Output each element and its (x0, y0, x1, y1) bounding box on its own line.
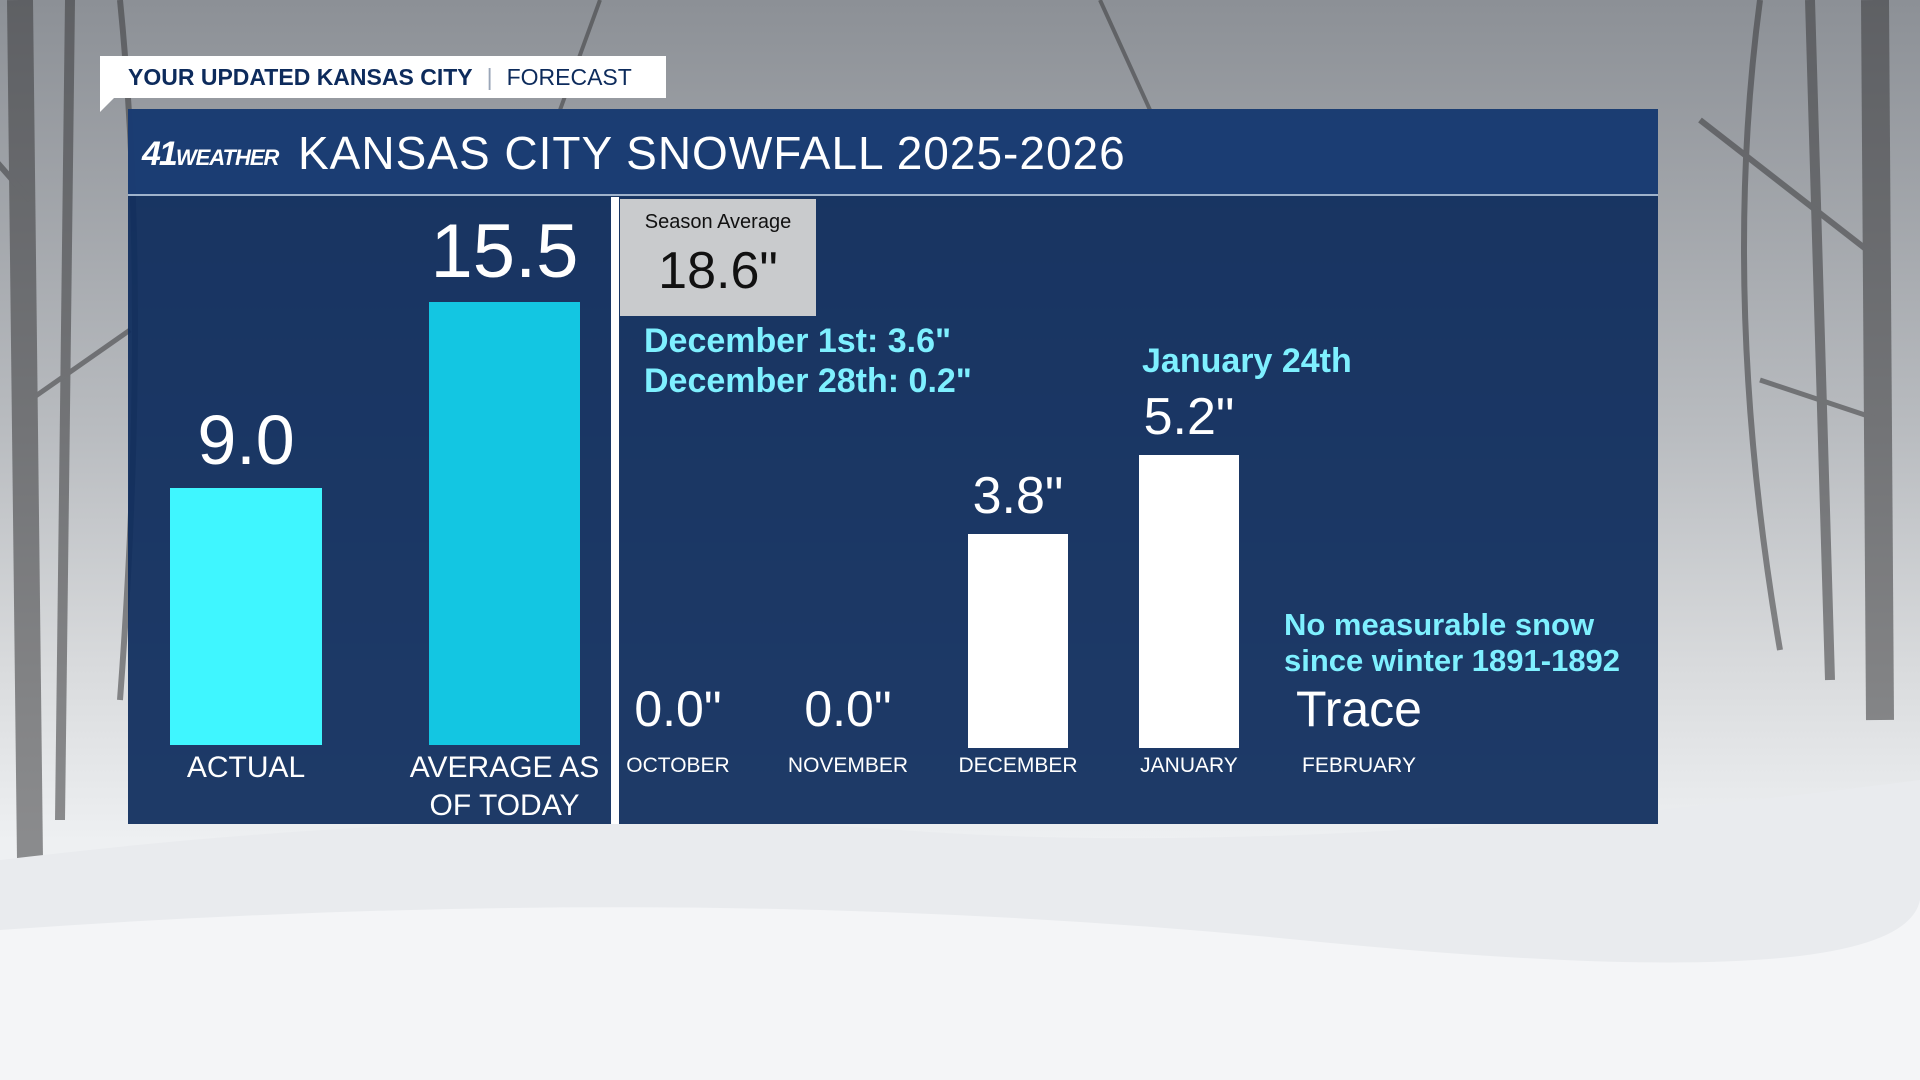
category-label-february: FEBRUARY (1302, 754, 1416, 777)
value-label-average: 15.5 (430, 209, 579, 294)
february-annotation: No measurable snow since winter 1891-189… (1284, 607, 1620, 679)
snowfall-chart-panel: 41WEATHER KANSAS CITY SNOWFALL 2025-2026… (128, 109, 1658, 824)
value-label-february: Trace (1296, 681, 1422, 737)
logo-word: WEATHER (175, 145, 280, 170)
december-note-line-1: December 1st: 3.6" (644, 322, 952, 360)
tag-tail (100, 98, 114, 112)
season-average-label: Season Average (644, 211, 792, 233)
february-note-line-1: No measurable snow (1284, 607, 1595, 642)
tag-forecast: FORECAST (506, 63, 632, 90)
tag-separator: | (486, 63, 493, 90)
value-label-january: 5.2" (1143, 388, 1235, 446)
category-label-november: NOVEMBER (787, 754, 909, 777)
bar-december (968, 533, 1068, 748)
february-note-line-2: since winter 1891-1892 (1284, 643, 1621, 678)
season-average-box: Season Average 18.6" (620, 199, 816, 316)
forecast-tag: YOUR UPDATED KANSAS CITY | FORECAST (100, 56, 666, 98)
category-label-actual: ACTUAL (186, 751, 306, 784)
station-logo: 41WEATHER (142, 135, 280, 174)
category-label-january: JANUARY (1140, 754, 1238, 777)
december-annotation: December 1st: 3.6" December 28th: 0.2" (644, 321, 972, 401)
value-label-november: 0.0" (804, 681, 892, 737)
value-label-october: 0.0" (634, 681, 722, 737)
chart-header: 41WEATHER KANSAS CITY SNOWFALL 2025-2026 (128, 109, 1658, 196)
category-label-october: OCTOBER (626, 754, 730, 777)
chart-title: KANSAS CITY SNOWFALL 2025-2026 (298, 127, 1126, 179)
bar-actual (170, 487, 322, 745)
category-label-december: DECEMBER (958, 754, 1078, 777)
bar-january (1139, 455, 1239, 748)
value-label-actual: 9.0 (197, 400, 295, 479)
category-label-average: AVERAGE AS OF TODAY (409, 751, 600, 822)
season-average-value: 18.6" (658, 242, 778, 300)
bar-average (429, 302, 580, 745)
section-divider (611, 197, 619, 824)
tag-location: YOUR UPDATED KANSAS CITY (128, 63, 473, 90)
december-note-line-2: December 28th: 0.2" (644, 362, 972, 400)
value-label-december: 3.8" (972, 466, 1064, 525)
january-annotation: January 24th (1142, 342, 1352, 380)
logo-number: 41 (142, 135, 178, 173)
